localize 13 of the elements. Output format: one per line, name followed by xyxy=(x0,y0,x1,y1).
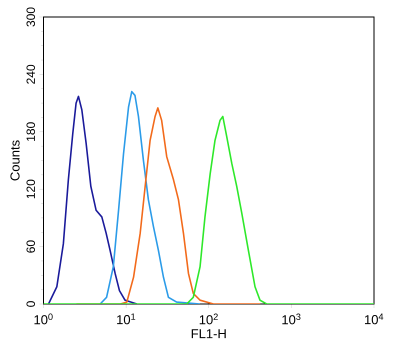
x-tick-label: 10$^{0}$ xyxy=(34,314,53,324)
x-tick-label: 10$^{4}$ xyxy=(364,314,384,324)
y-tick-label: 120 xyxy=(26,180,35,198)
y-tick-label: 300 xyxy=(26,7,35,27)
x-tick-label: 10$^{3}$ xyxy=(282,314,300,324)
x-tick-label: 10$^{1}$ xyxy=(117,314,136,324)
y-tick-label: 60 xyxy=(26,240,35,253)
y-tick-label: 240 xyxy=(26,64,35,84)
x-tick-label: 10$^{2}$ xyxy=(200,314,218,324)
y-axis-title: Counts xyxy=(10,140,20,180)
x-axis-title: FL1-H xyxy=(192,329,226,338)
y-tick-label: 0 xyxy=(26,301,35,307)
y-tick-label: 180 xyxy=(26,122,35,141)
